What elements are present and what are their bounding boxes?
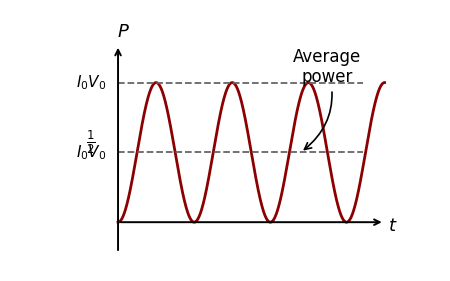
Text: $I_0V_0$: $I_0V_0$ [76,143,107,162]
Text: $I_0V_0$: $I_0V_0$ [76,73,107,92]
Text: P: P [117,23,128,41]
Text: $\frac{1}{2}$: $\frac{1}{2}$ [86,129,95,156]
Text: Average
power: Average power [293,48,362,149]
Text: t: t [388,217,396,235]
